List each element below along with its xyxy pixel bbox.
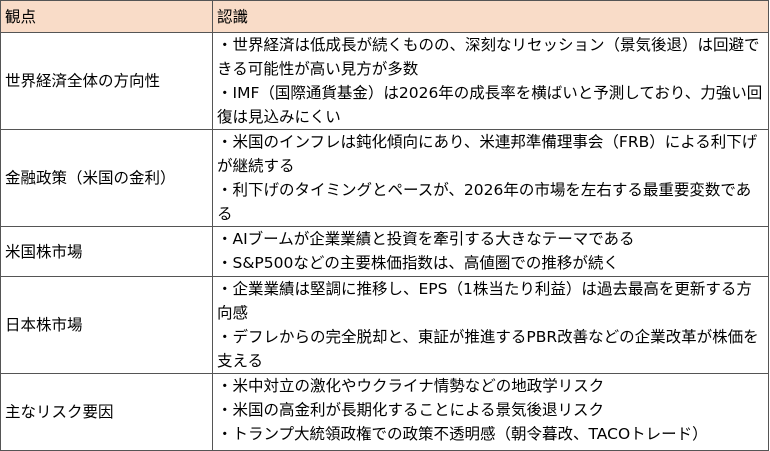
bullet-item: ・世界経済は低成長が続くものの、深刻なリセッション（景気後退）は回避できる可能性… [217, 36, 760, 78]
bullet-item: ・トランプ大統領政権での政策不透明感（朝令暮改、TACOトレード） [217, 425, 708, 443]
aspect-cell: 日本株市場 [0, 276, 213, 374]
bullet-item: ・米国の高金利が長期化することによる景気後退リスク [217, 401, 605, 419]
bullet-item: ・S&P500などの主要株価指数は、高値圏での推移が続く [217, 254, 619, 272]
bullet-item: ・利下げのタイミングとペースが、2026年の市場を左右する最重要変数である [217, 181, 752, 223]
bullet-item: ・米国のインフレは鈍化傾向にあり、米連邦準備理事会（FRB）による利下げが継続す… [217, 133, 758, 175]
header-row: 観点 認識 [0, 0, 769, 33]
header-cell: 観点 [0, 0, 213, 33]
recognition-cell: ・世界経済は低成長が続くものの、深刻なリセッション（景気後退）は回避できる可能性… [212, 32, 769, 130]
table-row: 主なリスク要因 ・米中対立の激化やウクライナ情勢などの地政学リスク ・米国の高金利が… [0, 373, 769, 451]
recognition-cell: ・米国のインフレは鈍化傾向にあり、米連邦準備理事会（FRB）による利下げが継続す… [212, 129, 769, 227]
table-row: 世界経済全体の方向性 ・世界経済は低成長が続くものの、深刻なリセッション（景気後退… [0, 32, 769, 130]
recognition-cell: ・米中対立の激化やウクライナ情勢などの地政学リスク ・米国の高金利が長期化すること… [212, 373, 769, 451]
table-row: 金融政策（米国の金利） ・米国のインフレは鈍化傾向にあり、米連邦準備理事会（FRB… [0, 129, 769, 227]
table-row: 米国株市場 ・AIブームが企業業績と投資を牽引する大きなテーマである ・S&P500… [0, 226, 769, 277]
table-body: 世界経済全体の方向性 ・世界経済は低成長が続くものの、深刻なリセッション（景気後退… [0, 32, 769, 451]
aspect-cell: 金融政策（米国の金利） [0, 129, 213, 227]
aspect-cell: 米国株市場 [0, 226, 213, 277]
bullet-item: ・AIブームが企業業績と投資を牽引する大きなテーマである [217, 230, 635, 248]
bullet-item: ・IMF（国際通貨基金）は2026年の成長率を横ばいと予測しており、力強い回復は… [217, 84, 763, 126]
aspect-cell: 世界経済全体の方向性 [0, 32, 213, 130]
aspect-cell: 主なリスク要因 [0, 373, 213, 451]
recognition-cell: ・AIブームが企業業績と投資を牽引する大きなテーマである ・S&P500などの主要… [212, 226, 769, 277]
bullet-item: ・デフレからの完全脱却と、東証が推進するPBR改善などの企業改革が株価を支える [217, 328, 759, 370]
bullet-item: ・企業業績は堅調に推移し、EPS（1株当たり利益）は過去最高を更新する方向感 [217, 280, 752, 322]
recognition-cell: ・企業業績は堅調に推移し、EPS（1株当たり利益）は過去最高を更新する方向感 ・デ… [212, 276, 769, 374]
header-cell: 認識 [212, 0, 769, 33]
bullet-item: ・米中対立の激化やウクライナ情勢などの地政学リスク [217, 377, 605, 395]
table-row: 日本株市場 ・企業業績は堅調に推移し、EPS（1株当たり利益）は過去最高を更新する… [0, 276, 769, 374]
